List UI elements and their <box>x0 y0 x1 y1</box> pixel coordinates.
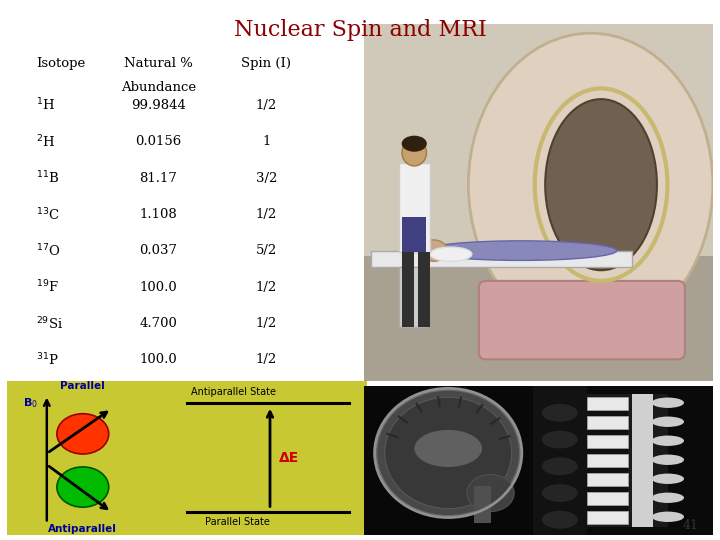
Bar <box>587 454 628 467</box>
Ellipse shape <box>377 390 520 516</box>
Text: Isotope: Isotope <box>36 57 85 70</box>
Text: $^{2}$H: $^{2}$H <box>36 133 55 150</box>
Bar <box>587 410 628 416</box>
Bar <box>402 217 426 252</box>
Text: 0.0156: 0.0156 <box>135 136 181 148</box>
Bar <box>587 416 628 429</box>
Text: 1/2: 1/2 <box>256 281 277 294</box>
Text: 1.108: 1.108 <box>140 208 177 221</box>
Ellipse shape <box>652 436 684 446</box>
Bar <box>399 163 430 252</box>
Text: 99.9844: 99.9844 <box>131 99 186 112</box>
Ellipse shape <box>652 492 684 503</box>
Bar <box>587 467 628 473</box>
Ellipse shape <box>402 136 427 152</box>
Bar <box>399 267 426 327</box>
Bar <box>587 511 628 524</box>
Text: B$_0$: B$_0$ <box>23 396 38 410</box>
Text: $^{17}$O: $^{17}$O <box>36 242 60 259</box>
Ellipse shape <box>652 397 684 408</box>
Text: ΔE: ΔE <box>279 451 300 465</box>
Bar <box>587 397 628 410</box>
Bar <box>364 24 713 256</box>
Text: Parallel State: Parallel State <box>205 517 270 527</box>
Text: Parallel: Parallel <box>60 381 105 391</box>
Text: Nuclear Spin and MRI: Nuclear Spin and MRI <box>233 19 487 41</box>
Text: $^{11}$B: $^{11}$B <box>36 170 59 186</box>
Bar <box>577 394 668 527</box>
Text: 1/2: 1/2 <box>256 317 277 330</box>
Ellipse shape <box>541 484 577 502</box>
Bar <box>364 256 713 381</box>
Text: $^{1}$H: $^{1}$H <box>36 97 55 114</box>
Ellipse shape <box>467 475 514 511</box>
Bar <box>587 473 628 486</box>
Bar <box>632 394 654 527</box>
Text: 1/2: 1/2 <box>256 99 277 112</box>
Bar <box>402 252 414 327</box>
Circle shape <box>57 414 109 454</box>
Bar <box>533 386 587 535</box>
Ellipse shape <box>430 247 472 261</box>
Text: 5/2: 5/2 <box>256 245 277 258</box>
Text: 81.17: 81.17 <box>140 172 177 185</box>
Ellipse shape <box>384 397 512 509</box>
Bar <box>587 492 628 505</box>
Ellipse shape <box>420 240 447 261</box>
Text: 1/2: 1/2 <box>256 354 277 367</box>
Bar <box>371 251 632 267</box>
Text: Spin (I): Spin (I) <box>241 57 292 70</box>
Text: 100.0: 100.0 <box>140 354 177 367</box>
FancyBboxPatch shape <box>479 281 685 359</box>
Text: $^{19}$F: $^{19}$F <box>36 279 59 295</box>
Ellipse shape <box>468 33 713 336</box>
Text: 41: 41 <box>683 519 698 532</box>
Text: 0.037: 0.037 <box>140 245 177 258</box>
Text: $^{29}$Si: $^{29}$Si <box>36 315 63 332</box>
Text: Natural %: Natural % <box>124 57 193 70</box>
Text: 3/2: 3/2 <box>256 172 277 185</box>
Ellipse shape <box>541 404 577 422</box>
Ellipse shape <box>652 416 684 427</box>
Ellipse shape <box>652 511 684 522</box>
Text: $^{31}$P: $^{31}$P <box>36 352 59 368</box>
Bar <box>587 435 628 448</box>
Ellipse shape <box>415 430 482 467</box>
Text: 1: 1 <box>262 136 271 148</box>
Bar <box>587 448 628 454</box>
Text: 100.0: 100.0 <box>140 281 177 294</box>
Bar <box>418 252 430 327</box>
Ellipse shape <box>402 139 426 166</box>
Ellipse shape <box>425 241 617 260</box>
Ellipse shape <box>652 455 684 465</box>
Ellipse shape <box>541 511 577 529</box>
Bar <box>587 486 628 492</box>
Text: 4.700: 4.700 <box>140 317 177 330</box>
Ellipse shape <box>545 99 657 270</box>
Bar <box>587 429 628 435</box>
Text: Antiparallel: Antiparallel <box>48 524 117 534</box>
Ellipse shape <box>541 457 577 475</box>
Ellipse shape <box>652 474 684 484</box>
Text: Antiparallel State: Antiparallel State <box>191 387 276 397</box>
Text: Abundance: Abundance <box>121 80 196 93</box>
Bar <box>587 505 628 511</box>
Text: 1/2: 1/2 <box>256 208 277 221</box>
Circle shape <box>57 467 109 507</box>
Text: $^{13}$C: $^{13}$C <box>36 206 60 223</box>
Bar <box>474 485 490 523</box>
Ellipse shape <box>541 431 577 448</box>
